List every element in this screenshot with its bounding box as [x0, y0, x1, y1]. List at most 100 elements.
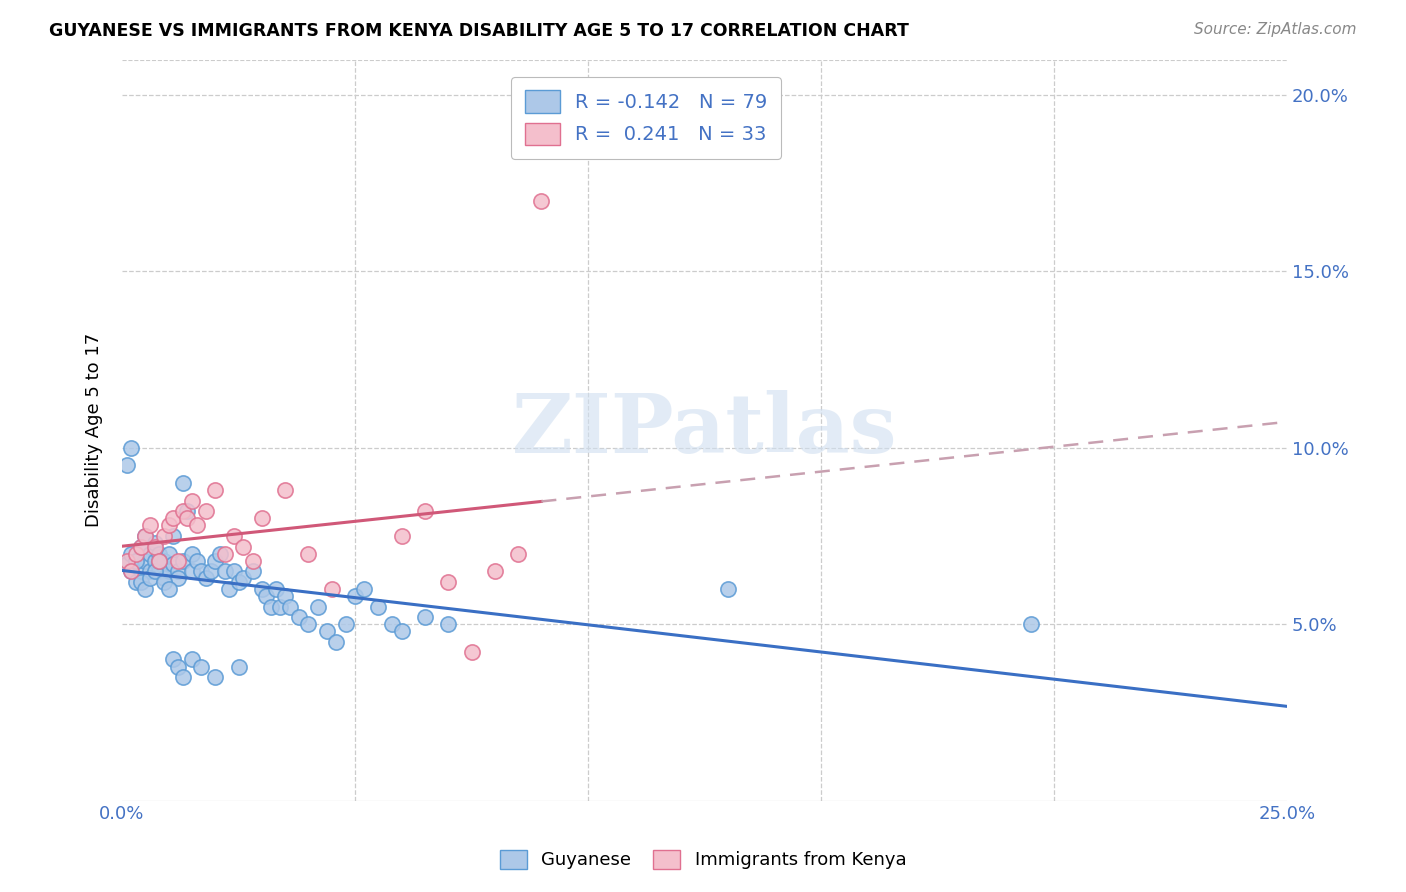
Point [288, 610, 311, 624]
Point [194, 571, 217, 585]
Legend: Guyanese, Immigrants from Kenya: Guyanese, Immigrants from Kenya [491, 841, 915, 879]
Point [176, 511, 198, 525]
Point [157, 547, 180, 561]
Point [190, 659, 212, 673]
Point [1019, 617, 1042, 632]
Point [129, 574, 152, 589]
Text: Source: ZipAtlas.com: Source: ZipAtlas.com [1194, 22, 1357, 37]
Point [115, 458, 138, 473]
Point [242, 554, 264, 568]
Point [148, 554, 170, 568]
Point [344, 589, 367, 603]
Point [204, 670, 226, 684]
Point [125, 554, 148, 568]
Point [269, 599, 291, 614]
Point [186, 554, 208, 568]
Point [139, 518, 162, 533]
Point [256, 589, 278, 603]
Point [120, 564, 142, 578]
Point [172, 554, 194, 568]
Point [353, 582, 375, 596]
Y-axis label: Disability Age 5 to 17: Disability Age 5 to 17 [86, 333, 103, 527]
Point [242, 564, 264, 578]
Point [125, 547, 148, 561]
Point [530, 194, 553, 208]
Text: ZIPatlas: ZIPatlas [512, 390, 897, 470]
Point [162, 558, 184, 572]
Point [484, 564, 506, 578]
Point [139, 571, 162, 585]
Point [232, 571, 254, 585]
Point [391, 529, 413, 543]
Point [115, 558, 138, 572]
Point [176, 504, 198, 518]
Point [278, 599, 301, 614]
Point [139, 547, 162, 561]
Point [134, 529, 156, 543]
Point [115, 554, 138, 568]
Point [508, 547, 530, 561]
Point [181, 547, 204, 561]
Point [148, 554, 170, 568]
Point [120, 547, 142, 561]
Legend: R = -0.142   N = 79, R =  0.241   N = 33: R = -0.142 N = 79, R = 0.241 N = 33 [512, 77, 782, 159]
Point [134, 582, 156, 596]
Point [214, 564, 236, 578]
Point [204, 483, 226, 497]
Point [460, 645, 482, 659]
Point [264, 582, 287, 596]
Point [297, 617, 319, 632]
Point [153, 571, 176, 585]
Point [157, 564, 180, 578]
Point [214, 547, 236, 561]
Point [181, 652, 204, 666]
Point [181, 564, 204, 578]
Point [194, 504, 217, 518]
Point [413, 610, 436, 624]
Point [325, 635, 347, 649]
Point [129, 540, 152, 554]
Point [232, 540, 254, 554]
Point [437, 574, 460, 589]
Point [381, 617, 404, 632]
Point [143, 554, 166, 568]
Point [190, 564, 212, 578]
Point [167, 554, 190, 568]
Point [260, 599, 283, 614]
Point [125, 554, 148, 568]
Point [157, 518, 180, 533]
Point [167, 564, 190, 578]
Point [335, 617, 357, 632]
Point [153, 574, 176, 589]
Point [228, 574, 250, 589]
Point [120, 564, 142, 578]
Point [153, 529, 176, 543]
Point [186, 518, 208, 533]
Point [162, 511, 184, 525]
Point [139, 564, 162, 578]
Point [172, 504, 194, 518]
Point [321, 582, 343, 596]
Point [167, 571, 190, 585]
Point [134, 554, 156, 568]
Point [200, 564, 222, 578]
Point [148, 564, 170, 578]
Point [222, 529, 245, 543]
Point [250, 511, 273, 525]
Point [274, 483, 297, 497]
Point [228, 659, 250, 673]
Point [125, 574, 148, 589]
Point [143, 564, 166, 578]
Point [307, 599, 329, 614]
Text: GUYANESE VS IMMIGRANTS FROM KENYA DISABILITY AGE 5 TO 17 CORRELATION CHART: GUYANESE VS IMMIGRANTS FROM KENYA DISABI… [49, 22, 910, 40]
Point [218, 582, 240, 596]
Point [129, 564, 152, 578]
Point [143, 540, 166, 554]
Point [204, 554, 226, 568]
Point [120, 441, 142, 455]
Point [148, 547, 170, 561]
Point [162, 652, 184, 666]
Point [143, 536, 166, 550]
Point [274, 589, 297, 603]
Point [181, 493, 204, 508]
